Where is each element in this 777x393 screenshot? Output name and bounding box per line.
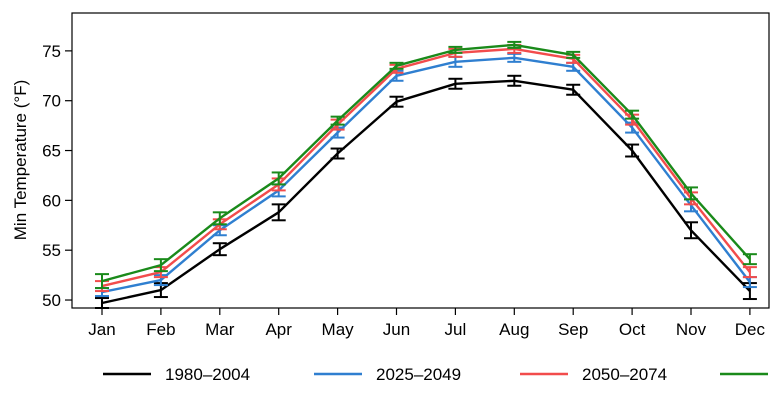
x-tick-label: Dec	[735, 320, 766, 339]
legend: 1980–2004 2025–2049 2050–2074	[103, 365, 768, 384]
x-tick-label: Jan	[88, 320, 115, 339]
legend-item: 1980–2004	[103, 365, 250, 384]
y-tick-label: 50	[42, 291, 61, 310]
x-tick-label: Jul	[445, 320, 467, 339]
error-bar	[448, 77, 463, 90]
error-bar	[684, 221, 698, 240]
x-tick-label: Mar	[205, 320, 235, 339]
error-bar	[566, 50, 581, 59]
legend-label: 2025–2049	[376, 365, 461, 384]
x-tick-label: Feb	[146, 320, 175, 339]
series-layer	[95, 40, 757, 309]
x-axis: Jan Feb Mar Apr May Jun Jul Aug Sep Oct Nov Dec	[88, 308, 766, 339]
error-bar	[566, 83, 581, 96]
error-bar	[507, 74, 522, 87]
series-1	[95, 74, 757, 309]
x-tick-label: Apr	[265, 320, 292, 339]
error-bar	[742, 253, 757, 266]
error-bar	[95, 297, 109, 309]
series-line	[101, 79, 751, 305]
y-axis: 50 55 60 65 70 75	[42, 42, 72, 310]
error-bar	[625, 109, 640, 120]
legend-item: 2050–2074	[520, 365, 667, 384]
error-bar	[684, 186, 698, 201]
x-tick-label: Oct	[619, 320, 646, 339]
legend-label: 1980–2004	[165, 365, 250, 384]
error-bar	[507, 40, 522, 49]
y-tick-label: 60	[42, 191, 61, 210]
error-bar	[330, 115, 345, 126]
x-tick-label: Jun	[383, 320, 410, 339]
error-bar	[271, 171, 286, 186]
error-bar	[389, 95, 404, 108]
series-line	[101, 56, 751, 294]
x-tick-label: Sep	[558, 320, 588, 339]
plot-frame	[71, 12, 770, 309]
error-bar	[212, 242, 227, 257]
error-bar	[330, 147, 345, 160]
series-line	[101, 47, 751, 288]
legend-label: 2050–2074	[582, 365, 667, 384]
y-tick-label: 75	[42, 42, 61, 61]
error-bar	[389, 61, 404, 70]
x-tick-label: Nov	[676, 320, 707, 339]
series-4	[95, 40, 757, 290]
y-tick-label: 65	[42, 142, 61, 161]
error-bar	[742, 266, 757, 279]
error-bar	[153, 258, 168, 273]
series-3	[95, 43, 757, 293]
error-bar	[95, 273, 109, 290]
error-bar	[448, 45, 463, 54]
series-line	[101, 43, 751, 283]
x-tick-label: May	[322, 320, 355, 339]
series-2	[95, 52, 757, 298]
y-tick-label: 70	[42, 92, 61, 111]
y-axis-title: Min Temperature (°F)	[11, 80, 30, 240]
y-tick-label: 55	[42, 241, 61, 260]
error-bar	[625, 143, 640, 158]
x-tick-label: Aug	[499, 320, 529, 339]
legend-item: 2025–2049	[314, 365, 461, 384]
error-bar	[271, 203, 286, 222]
error-bar	[212, 211, 227, 226]
